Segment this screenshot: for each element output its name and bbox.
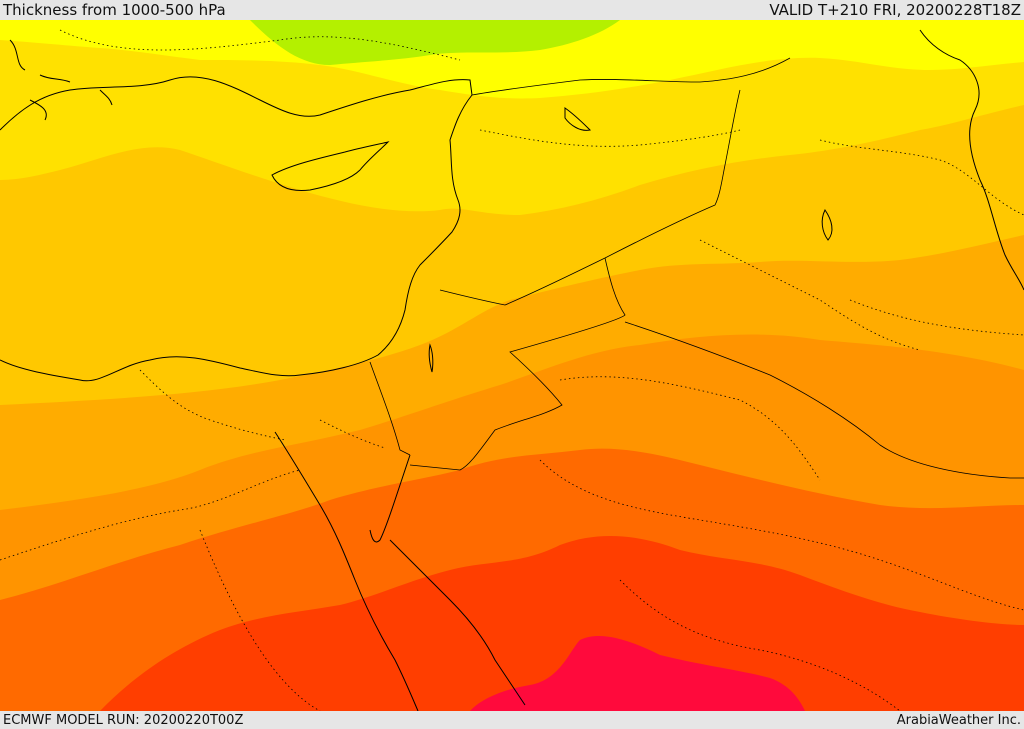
thickness-map: [0, 20, 1024, 711]
border-syria-iraq: [604, 89, 741, 259]
province-boundary-iran-north: [819, 139, 1024, 216]
border-iraq-kuwait-saudi: [624, 321, 1024, 479]
coastline-lake-van: [564, 107, 592, 131]
map-footer: ECMWF MODEL RUN: 20200220T00Z ArabiaWeat…: [0, 711, 1024, 729]
border-jordan-saudi: [409, 257, 626, 471]
coastline-turkey-levant: [0, 76, 473, 382]
coastline-red-sea-west: [274, 431, 419, 711]
coastline-lake-urmia: [821, 209, 833, 241]
coastline-caspian-edge: [919, 29, 1024, 291]
coastline-aegean-islands: [9, 39, 113, 121]
country-borders: [369, 57, 1024, 479]
province-boundary-saudi-central: [539, 459, 1024, 611]
border-turkey-syria-iraq: [471, 57, 791, 96]
map-header: Thickness from 1000-500 hPa VALID T+210 …: [0, 0, 1024, 20]
coastline-dead-sea: [428, 343, 434, 373]
map-title: Thickness from 1000-500 hPa: [3, 1, 226, 19]
province-boundary-egypt-west: [0, 469, 301, 561]
coastline-gulf-of-aqaba: [369, 454, 411, 543]
band-yellow: [0, 20, 1024, 99]
thickness-map-svg: [0, 20, 1024, 711]
province-boundaries: [0, 29, 1024, 711]
province-boundary-sinai: [319, 419, 386, 449]
band-crimson: [470, 635, 805, 711]
border-iraq-saudi: [439, 257, 606, 306]
province-boundary-turkey: [59, 29, 461, 61]
coastline-red-sea-east: [389, 539, 526, 706]
band-red-orange: [100, 535, 1024, 711]
model-run-label: ECMWF MODEL RUN: 20200220T00Z: [3, 712, 244, 728]
province-boundary-iran-south: [849, 299, 1024, 336]
border-egypt-israel: [369, 361, 411, 456]
band-green: [250, 20, 620, 65]
province-boundary-saudi-north: [559, 376, 821, 481]
province-boundary-saudi-south: [619, 579, 901, 711]
coastlines: [0, 29, 1024, 711]
credit-label: ArabiaWeather Inc.: [896, 712, 1021, 728]
coastline-cyprus: [271, 141, 390, 191]
valid-time-label: VALID T+210 FRI, 20200228T18Z: [769, 1, 1021, 19]
province-boundary-egypt-delta: [139, 369, 286, 441]
